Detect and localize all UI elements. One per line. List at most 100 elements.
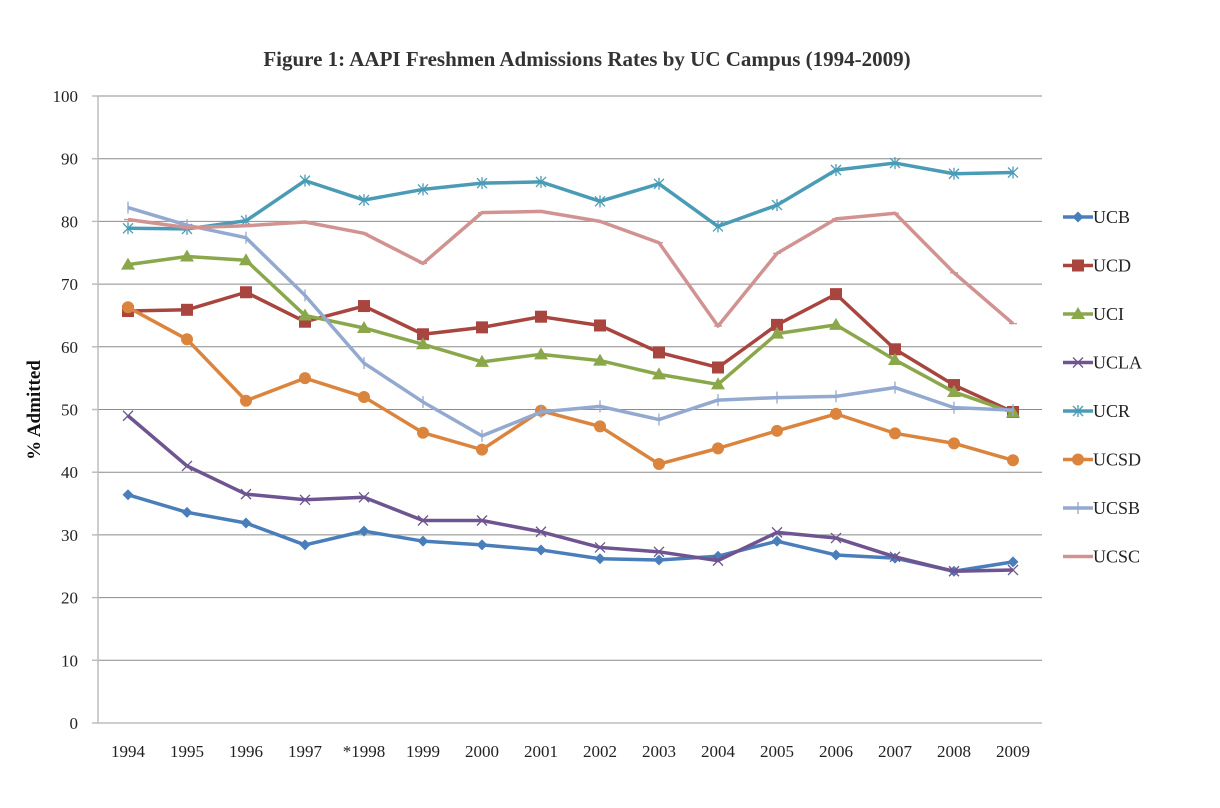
data-point-marker [889,427,901,440]
legend-item-ucsd: UCSD [1063,450,1141,470]
data-point-marker [948,565,960,577]
data-point-marker [476,515,488,526]
data-point-marker [594,420,606,433]
y-tick-label: 70 [61,275,78,294]
data-point-marker [712,361,724,374]
series-ucsc [124,209,1017,328]
data-point-marker [535,310,547,323]
series-lines [121,157,1020,577]
data-point-marker [653,554,665,566]
x-tick-label: 1995 [170,742,204,761]
data-point-marker [594,195,606,208]
data-point-marker [417,328,429,341]
data-point-marker [770,326,784,339]
data-point-marker [476,177,488,190]
data-point-marker [239,253,253,266]
data-point-marker [181,460,193,472]
series-ucla [122,410,1019,577]
data-point-marker [535,526,547,538]
data-point-marker [180,249,194,262]
data-point-marker [1072,405,1084,417]
data-point-marker [889,551,901,563]
chart-title: Figure 1: AAPI Freshmen Admissions Rates… [263,47,910,71]
data-point-marker [948,167,960,180]
y-axis-label: % Admitted [24,360,45,460]
data-point-marker [240,394,252,407]
data-point-marker [947,384,961,397]
x-tick-label: 2002 [583,742,617,761]
data-point-marker [594,553,606,565]
data-point-marker [417,183,429,196]
x-tick-label: 2008 [937,742,971,761]
x-tick-label: 2006 [819,742,853,761]
data-point-marker [122,301,134,314]
data-point-marker [534,347,548,360]
x-tick-label: 2001 [524,742,558,761]
data-point-marker [889,157,901,170]
x-tick-label: 2000 [465,742,499,761]
x-tick-label: 1996 [229,742,263,761]
series-uci [121,249,1020,418]
legend-label: UCD [1093,256,1131,276]
data-point-marker [358,194,370,207]
legend-item-ucb: UCB [1063,207,1130,227]
series-ucr [122,157,1019,235]
x-tick-label: 1999 [406,742,440,761]
series-line [127,254,1014,415]
y-tick-label: 40 [61,463,78,482]
data-point-marker [122,489,134,501]
data-point-marker [653,458,665,471]
legend-item-ucla: UCLA [1063,353,1142,373]
data-point-marker [299,494,311,506]
data-point-marker [357,320,371,333]
data-point-marker [299,372,311,385]
data-point-marker [712,220,724,233]
data-point-marker [653,546,665,558]
series-line [127,205,1014,438]
series-ucsd [122,301,1019,471]
data-point-marker [181,303,193,316]
series-line [126,414,1014,574]
x-tick-label: 2007 [878,742,913,761]
x-tick-label: 1994 [111,742,146,761]
x-tick-label: 1997 [288,742,323,761]
data-point-marker [948,437,960,450]
data-point-marker [712,555,724,567]
data-point-marker [416,337,430,350]
data-point-marker [476,321,488,334]
y-tick-label: 50 [61,401,78,420]
data-point-marker [771,199,783,212]
data-point-marker [652,367,666,380]
data-point-marker [298,308,312,321]
series-ucsb [127,201,1014,442]
data-point-marker [594,541,606,553]
data-point-marker [181,506,193,518]
data-point-marker [712,442,724,455]
data-point-marker [1007,166,1019,179]
data-point-marker [358,491,370,503]
data-point-marker [417,535,429,547]
data-point-marker [711,377,725,390]
data-point-marker [771,526,783,538]
x-axis-ticks: 1994 1995 1996 1997 *1998 1999 2000 2001 2002 200… [111,742,1030,761]
data-point-marker [888,352,902,365]
data-point-marker [771,318,783,331]
data-point-marker [417,515,429,526]
data-point-marker [475,354,489,367]
data-point-marker [1007,564,1019,576]
series-line [127,305,1014,466]
y-tick-label: 10 [61,651,78,670]
legend-item-ucr: UCR [1063,401,1130,421]
data-point-marker [535,544,547,556]
y-tick-label: 20 [61,589,78,608]
data-point-marker [417,426,429,439]
data-point-marker [240,517,252,529]
series-ucb [122,489,1019,577]
data-point-marker [829,317,843,330]
legend-item-uci: UCI [1063,304,1124,324]
data-point-marker [122,222,134,235]
y-tick-label: 60 [61,338,78,357]
data-point-marker [830,532,842,544]
data-point-marker [358,525,370,537]
